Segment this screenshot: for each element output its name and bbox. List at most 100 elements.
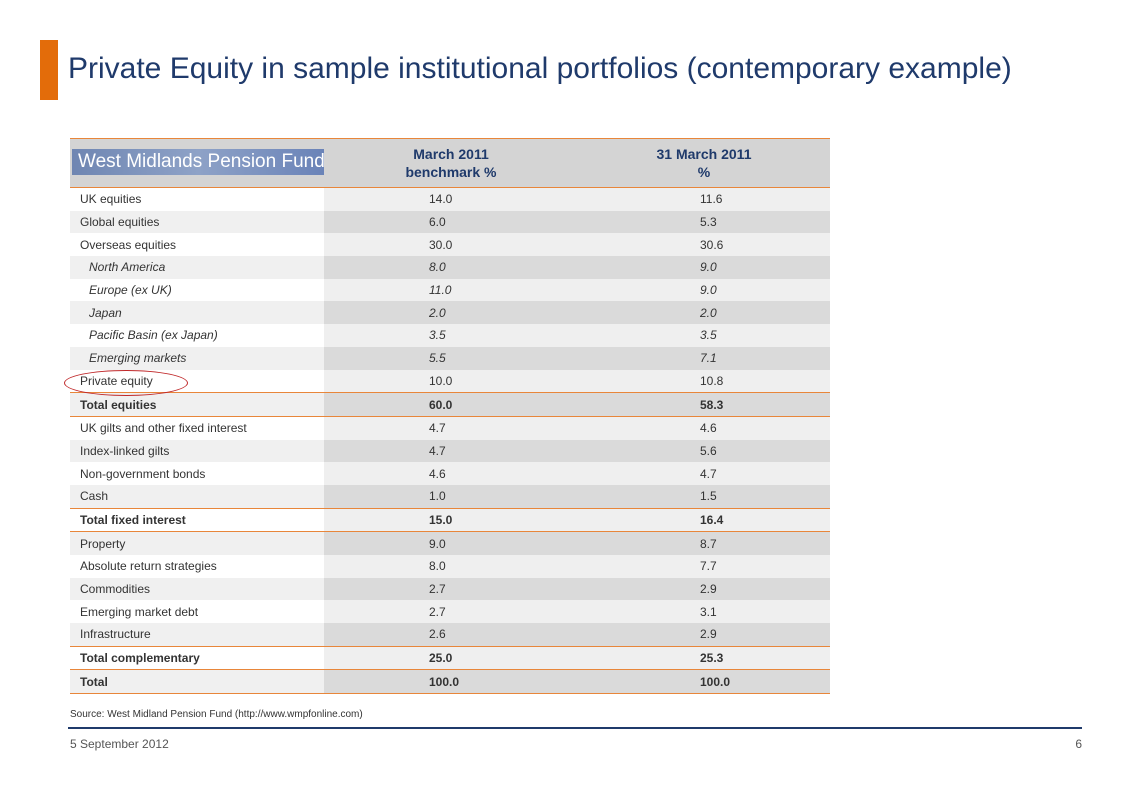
table-row: Total 100.0 100.0 [70,669,830,695]
title-accent-bar [40,40,58,100]
benchmark-value: 4.7 [324,416,578,440]
allocation-table: West Midlands Pension Fund March 2011 be… [70,138,830,695]
benchmark-value: 60.0 [324,392,578,417]
benchmark-value: 2.6 [324,623,578,647]
benchmark-value: 100.0 [324,669,578,695]
benchmark-value: 10.0 [324,369,578,393]
table-row: Emerging market debt 2.7 3.1 [70,600,830,624]
table-row: Overseas equities 30.0 30.6 [70,233,830,257]
table-row: Total fixed interest 15.0 16.4 [70,507,830,533]
table-body: UK equities 14.0 11.6 Global equities 6.0 5.3… [70,187,830,695]
actual-value: 11.6 [578,187,830,211]
table-row: North America 8.0 9.0 [70,256,830,279]
fund-logo: West Midlands Pension Fund [72,148,324,175]
benchmark-value: 8.0 [324,555,578,578]
table-row: Infrastructure 2.6 2.9 [70,623,830,647]
actual-value: 30.6 [578,233,830,257]
row-label: Property [70,531,324,555]
benchmark-value: 6.0 [324,210,578,234]
benchmark-header-line1: March 2011 [413,146,489,162]
logo-header-cell: West Midlands Pension Fund [70,138,324,188]
benchmark-value: 5.5 [324,346,578,370]
benchmark-value: 15.0 [324,507,578,533]
table-row: Global equities 6.0 5.3 [70,210,830,234]
row-label: Overseas equities [70,233,324,257]
row-label: Total complementary [70,645,324,671]
row-label: Total equities [70,392,324,417]
row-label: Total [70,669,324,695]
benchmark-value: 2.0 [324,301,578,325]
footer-divider [68,727,1082,729]
actual-value: 2.9 [578,623,830,647]
actual-value: 3.1 [578,600,830,624]
benchmark-header-line2: benchmark % [405,164,497,180]
actual-value: 4.7 [578,462,830,485]
row-label: Absolute return strategies [70,555,324,578]
table-row: Index-linked gilts 4.7 5.6 [70,439,830,463]
table-row: Absolute return strategies 8.0 7.7 [70,555,830,578]
actual-value: 2.0 [578,301,830,325]
benchmark-value: 4.6 [324,462,578,485]
actual-value: 3.5 [578,324,830,347]
page-number: 6 [1075,737,1082,751]
table-row: Total equities 60.0 58.3 [70,392,830,417]
actual-value: 8.7 [578,531,830,555]
table-row: Japan 2.0 2.0 [70,301,830,325]
actual-value: 2.9 [578,577,830,601]
table-header-row: West Midlands Pension Fund March 2011 be… [70,138,830,188]
table-row: Commodities 2.7 2.9 [70,577,830,601]
actual-value: 25.3 [578,645,830,671]
benchmark-value: 25.0 [324,645,578,671]
benchmark-value: 1.0 [324,484,578,509]
actual-value: 1.5 [578,484,830,509]
benchmark-column-header: March 2011 benchmark % [324,138,578,188]
actual-value: 10.8 [578,369,830,393]
row-label: Private equity [70,369,324,393]
actual-value: 100.0 [578,669,830,695]
row-label: Index-linked gilts [70,439,324,463]
table-row: Total complementary 25.0 25.3 [70,645,830,671]
table-row: Pacific Basin (ex Japan) 3.5 3.5 [70,324,830,347]
actual-value: 5.3 [578,210,830,234]
table-row: Europe (ex UK) 11.0 9.0 [70,278,830,302]
allocation-table-container: West Midlands Pension Fund March 2011 be… [64,138,830,695]
actual-value: 5.6 [578,439,830,463]
row-label: Non-government bonds [70,462,324,485]
actual-value: 9.0 [578,256,830,279]
table-row: Property 9.0 8.7 [70,531,830,555]
footer-date: 5 September 2012 [70,737,169,751]
row-label: Cash [70,484,324,509]
benchmark-value: 3.5 [324,324,578,347]
row-label: Pacific Basin (ex Japan) [70,324,324,347]
actual-header-line2: % [697,164,711,180]
row-label: Japan [70,301,324,325]
table-row: UK gilts and other fixed interest 4.7 4.6 [70,416,830,440]
actual-header-line1: 31 March 2011 [656,146,752,162]
actual-value: 58.3 [578,392,830,417]
actual-value: 4.6 [578,416,830,440]
actual-value: 16.4 [578,507,830,533]
benchmark-value: 30.0 [324,233,578,257]
actual-value: 7.1 [578,346,830,370]
benchmark-value: 4.7 [324,439,578,463]
row-label: Europe (ex UK) [70,278,324,302]
row-label: Emerging markets [70,346,324,370]
table-row: Non-government bonds 4.6 4.7 [70,462,830,485]
benchmark-value: 14.0 [324,187,578,211]
benchmark-value: 11.0 [324,278,578,302]
row-label: Infrastructure [70,623,324,647]
actual-value: 9.0 [578,278,830,302]
row-label: UK gilts and other fixed interest [70,416,324,440]
actual-column-header: 31 March 2011 % [578,138,830,188]
row-label: Commodities [70,577,324,601]
row-label: Total fixed interest [70,507,324,533]
table-row: Cash 1.0 1.5 [70,484,830,509]
source-note: Source: West Midland Pension Fund (http:… [70,709,363,720]
row-label: Emerging market debt [70,600,324,624]
row-label: Global equities [70,210,324,234]
table-row: UK equities 14.0 11.6 [70,187,830,211]
benchmark-value: 2.7 [324,600,578,624]
row-label: UK equities [70,187,324,211]
actual-value: 7.7 [578,555,830,578]
